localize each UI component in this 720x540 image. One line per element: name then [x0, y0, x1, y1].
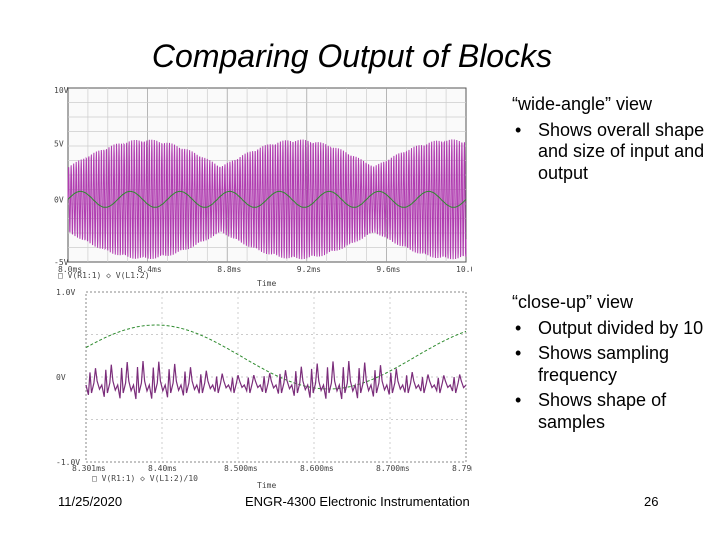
x-tick-label: 9.2ms	[297, 265, 321, 274]
x-tick-label: 8.40ms	[148, 464, 177, 473]
x-tick-label: 8.8ms	[217, 265, 241, 274]
close-up-plot: 1.0V 0V -1.0V 8.301ms 8.40ms 8.500ms 8.600ms 8…	[52, 284, 472, 494]
bullet-icon: •	[515, 390, 522, 410]
x-tick-label: 8.600ms	[300, 464, 334, 473]
y-tick-label: 0V	[54, 195, 64, 204]
list-item: • Shows sampling frequency	[512, 343, 712, 386]
bullet-text: Shows sampling frequency	[538, 343, 670, 385]
x-tick-label: 10.0ms	[456, 265, 472, 274]
slide-title: Comparing Output of Blocks	[151, 38, 553, 74]
x-tick-label: 8.4ms	[138, 265, 162, 274]
bullet-icon: •	[515, 343, 522, 363]
y-tick-label: 10V	[54, 86, 69, 95]
wide-view-bullets: • Shows overall shape and size of input a…	[512, 120, 712, 185]
footer-page-number: 26	[644, 494, 659, 509]
x-axis-label: Time	[257, 481, 276, 490]
x-axis-label: Time	[257, 279, 276, 288]
close-up-plot-svg: 1.0V 0V -1.0V 8.301ms 8.40ms 8.500ms 8.600ms 8…	[56, 288, 472, 490]
close-view-text: “close-up” view • Output divided by 10 • S…	[512, 292, 712, 437]
output-trace	[85, 360, 467, 400]
x-tick-label: 8.301ms	[72, 464, 106, 473]
x-tick-label: 8.0ms	[58, 265, 82, 274]
y-tick-label: 5V	[54, 140, 64, 149]
close-view-heading: “close-up” view	[512, 292, 634, 312]
wide-view-text: “wide-angle” view • Shows overall shape a…	[512, 94, 712, 188]
bullet-icon: •	[515, 119, 522, 140]
wide-angle-plot-svg: 10V 5V 0V -5V 8.0ms 8.4ms 8.8ms 9.2ms 9.6ms 10.0…	[54, 86, 472, 288]
bullet-text: Output divided by 10	[538, 317, 704, 338]
bullet-text: Shows overall shape and size of input an…	[538, 119, 705, 183]
y-tick-label: -1.0V	[56, 458, 80, 467]
plot-legend: □ V(R1:1) ◇ V(L1:2)/10	[92, 474, 198, 483]
x-tick-label: 9.6ms	[376, 265, 400, 274]
y-tick-label: 0V	[56, 373, 66, 382]
y-tick-label: -5V	[54, 258, 69, 267]
y-tick-label: 1.0V	[56, 288, 75, 297]
x-tick-label: 8.700ms	[376, 464, 410, 473]
bullet-icon: •	[515, 317, 522, 338]
output-trace	[67, 139, 467, 260]
plot-legend: □ V(R1:1) ◇ V(L1:2)	[58, 271, 150, 280]
x-tick-label: 8.500ms	[224, 464, 258, 473]
close-view-bullets: • Output divided by 10 • Shows sampling fr…	[512, 318, 712, 434]
list-item: • Shows overall shape and size of input a…	[512, 120, 712, 185]
input-trace	[85, 324, 467, 390]
bullet-text: Shows shape of samples	[538, 390, 667, 432]
input-trace	[67, 190, 467, 208]
footer-date: 11/25/2020	[58, 494, 123, 509]
footer-course: ENGR-4300 Electronic Instrumentation	[245, 494, 470, 509]
x-tick-label: 8.79ms	[452, 464, 472, 473]
list-item: • Output divided by 10	[512, 318, 712, 340]
list-item: • Shows shape of samples	[512, 390, 712, 433]
wide-angle-plot: 10V 5V 0V -5V 8.0ms 8.4ms 8.8ms 9.2ms 9.6ms 10.0…	[52, 82, 472, 292]
wide-view-heading: “wide-angle” view	[512, 94, 653, 114]
